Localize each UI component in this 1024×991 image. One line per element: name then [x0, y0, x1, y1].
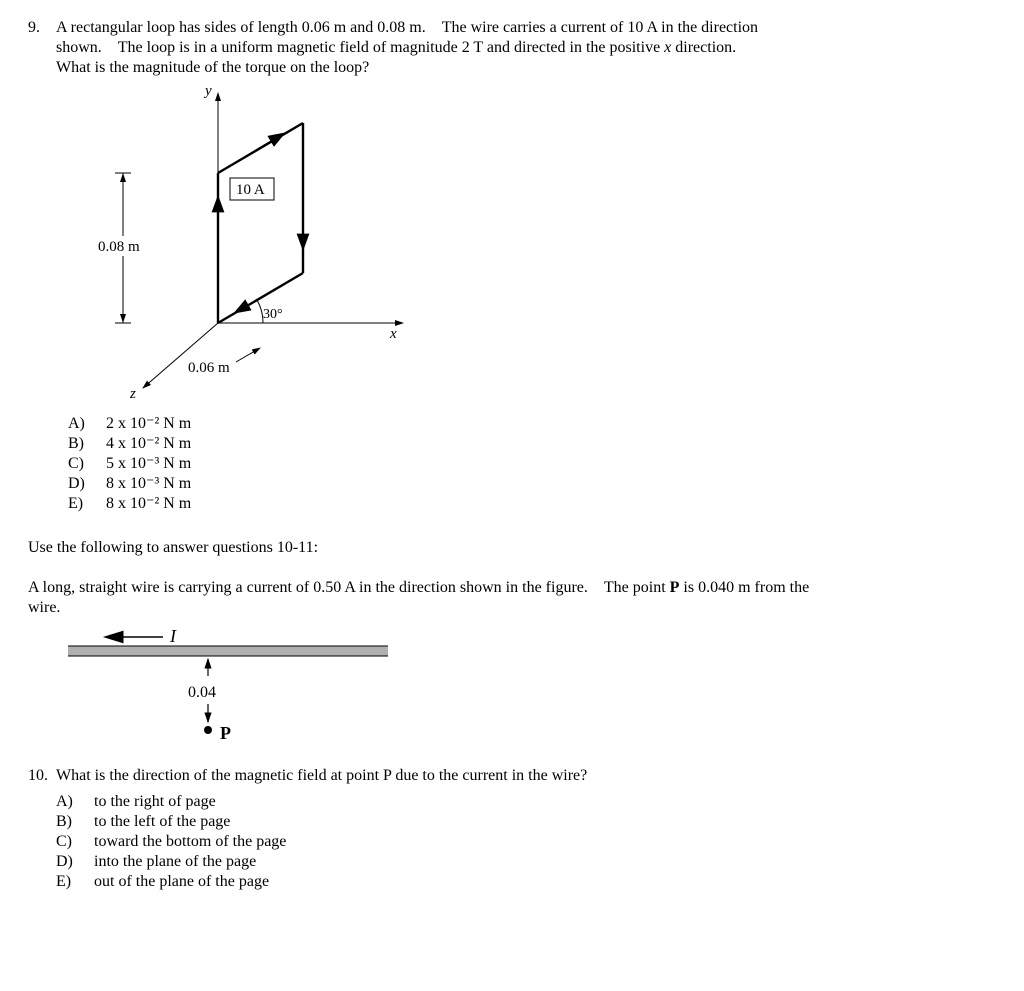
option-text: 8 x 10⁻² N m — [106, 494, 191, 514]
option-E: E) 8 x 10⁻² N m — [68, 494, 996, 514]
option-text: into the plane of the page — [94, 852, 256, 872]
option-text: to the left of the page — [94, 812, 230, 832]
option-letter: E) — [56, 872, 80, 892]
q9-options: A) 2 x 10⁻² N m B) 4 x 10⁻² N m C) 5 x 1… — [68, 414, 996, 514]
question-number: 9. — [28, 18, 56, 78]
q9-diagram-wrap: y x z 10 A 30° — [68, 78, 996, 408]
question-text: A rectangular loop has sides of length 0… — [56, 18, 996, 78]
option-text: 4 x 10⁻² N m — [106, 434, 191, 454]
wire-rect — [68, 646, 388, 656]
option-text: 2 x 10⁻² N m — [106, 414, 191, 434]
option-B: B) 4 x 10⁻² N m — [68, 434, 996, 454]
intro-para-before: A long, straight wire is carrying a curr… — [28, 579, 670, 596]
option-B: B) to the left of the page — [56, 812, 996, 832]
distance-label: 0.04 — [188, 684, 216, 701]
wire-diagram-wrap: I 0.04 P — [48, 622, 996, 752]
intro-10-11-paragraph: A long, straight wire is carrying a curr… — [28, 578, 996, 618]
q9-line1: A rectangular loop has sides of length 0… — [56, 19, 758, 36]
option-text: toward the bottom of the page — [94, 832, 286, 852]
option-letter: C) — [68, 454, 92, 474]
wire-diagram: I 0.04 P — [48, 622, 408, 752]
option-letter: D) — [56, 852, 80, 872]
option-letter: C) — [56, 832, 80, 852]
option-letter: B) — [56, 812, 80, 832]
intro-10-11-heading: Use the following to answer questions 10… — [28, 538, 996, 558]
current-label: 10 A — [236, 182, 265, 198]
option-D: D) into the plane of the page — [56, 852, 996, 872]
x-axis-label: x — [389, 326, 397, 342]
option-letter: E) — [68, 494, 92, 514]
question-text: What is the direction of the magnetic fi… — [56, 766, 996, 892]
option-text: out of the plane of the page — [94, 872, 269, 892]
option-A: A) 2 x 10⁻² N m — [68, 414, 996, 434]
z-axis-label: z — [129, 386, 136, 402]
current-I-label: I — [169, 626, 177, 646]
q9-diagram: y x z 10 A 30° — [68, 78, 428, 408]
q9-line3: What is the magnitude of the torque on t… — [56, 59, 369, 76]
angle-label: 30° — [263, 307, 283, 322]
option-letter: B) — [68, 434, 92, 454]
intro-para-after: is 0.040 m from the — [679, 579, 809, 596]
option-letter: A) — [56, 792, 80, 812]
option-text: to the right of page — [94, 792, 216, 812]
point-P-label: P — [220, 723, 231, 743]
option-E: E) out of the plane of the page — [56, 872, 996, 892]
option-text: 5 x 10⁻³ N m — [106, 454, 191, 474]
option-C: C) 5 x 10⁻³ N m — [68, 454, 996, 474]
q10-text: What is the direction of the magnetic fi… — [56, 767, 587, 784]
y-axis-label: y — [203, 83, 212, 99]
option-letter: A) — [68, 414, 92, 434]
width-label: 0.06 m — [188, 360, 230, 376]
option-letter: D) — [68, 474, 92, 494]
q9-line2a: shown. The loop is in a uniform magnetic… — [56, 39, 664, 56]
intro-para-line2: wire. — [28, 599, 60, 616]
option-C: C) toward the bottom of the page — [56, 832, 996, 852]
intro-P-bold: P — [670, 579, 680, 596]
q9-line2b: direction. — [671, 39, 736, 56]
q10-options: A) to the right of page B) to the left o… — [56, 792, 996, 892]
height-label: 0.08 m — [98, 239, 140, 255]
question-number: 10. — [28, 766, 56, 892]
question-10: 10. What is the direction of the magneti… — [28, 766, 996, 892]
question-9: 9. A rectangular loop has sides of lengt… — [28, 18, 996, 78]
option-A: A) to the right of page — [56, 792, 996, 812]
option-D: D) 8 x 10⁻³ N m — [68, 474, 996, 494]
option-text: 8 x 10⁻³ N m — [106, 474, 191, 494]
